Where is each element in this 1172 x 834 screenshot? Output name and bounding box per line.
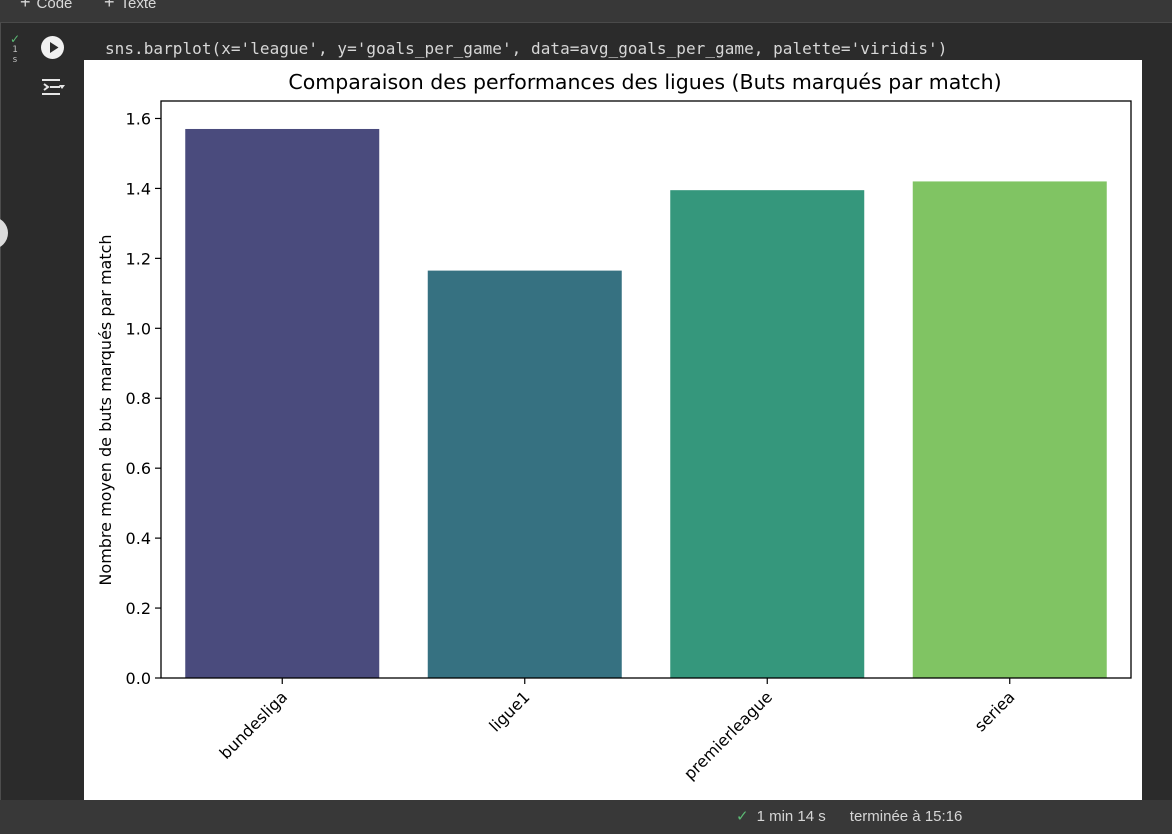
- plot-area: 0.0 0.2 0.4 0.6 0.8 1.0 1.2 1.4 1.6 bundesliga lig…: [126, 109, 1107, 784]
- bar-premierleague: [670, 190, 865, 678]
- cell-gutter: ✓ 1 s: [0, 23, 84, 800]
- execution-status: ✓ 1 s: [7, 33, 23, 65]
- notebook-toolbar: + Code + Texte: [0, 0, 1172, 23]
- y-tick-label: 1.6: [126, 109, 151, 128]
- bar-chart: Comparaison des performances des ligues …: [96, 70, 1132, 784]
- y-axis-label: Nombre moyen de buts marqués par match: [96, 234, 115, 585]
- status-bar: ✓ 1 min 14 s terminée à 15:16: [0, 800, 1172, 834]
- elapsed-time: 1 min 14 s: [756, 808, 826, 825]
- scroll-handle[interactable]: [0, 217, 8, 249]
- finished-time: terminée à 15:16: [849, 808, 963, 825]
- execution-duration: 1 s: [12, 45, 18, 65]
- chart-title: Comparaison des performances des ligues …: [288, 70, 1001, 94]
- code-editor[interactable]: sns.barplot(x='league', y='goals_per_gam…: [105, 39, 948, 58]
- y-tick-label: 0.8: [126, 389, 151, 408]
- bar-seriea: [912, 181, 1107, 678]
- x-tick-label: seriea: [971, 687, 1019, 735]
- add-code-label: Code: [36, 0, 73, 12]
- y-tick-label: 0.2: [126, 599, 151, 618]
- plot-frame: [160, 100, 1132, 679]
- add-text-label: Texte: [120, 0, 157, 12]
- y-tick-label: 0.0: [126, 669, 151, 688]
- bar-bundesliga: [185, 128, 380, 678]
- bar-ligue1: [427, 270, 622, 678]
- y-tick-label: 1.0: [126, 319, 151, 338]
- x-tick-label: premierleague: [680, 687, 776, 783]
- y-tick-label: 1.2: [126, 249, 151, 268]
- run-cell-button[interactable]: [41, 36, 64, 59]
- y-tick-label: 0.6: [126, 459, 151, 478]
- code-cell: ✓ 1 s sns.barplot(x='league', y='goals_p…: [0, 23, 1172, 800]
- check-icon: ✓: [9, 32, 21, 46]
- add-code-button[interactable]: + Code: [20, 0, 72, 13]
- plus-icon: +: [20, 0, 31, 12]
- x-tick-label: ligue1: [485, 687, 533, 735]
- output-menu-icon: [42, 79, 65, 95]
- x-tick-label: bundesliga: [216, 687, 291, 762]
- y-tick-label: 0.4: [126, 529, 151, 548]
- cell-output: Comparaison des performances des ligues …: [84, 60, 1142, 800]
- add-text-button[interactable]: + Texte: [104, 0, 156, 13]
- execution-summary: ✓ 1 min 14 s terminée à 15:16: [736, 807, 962, 825]
- check-icon: ✓: [736, 808, 749, 825]
- play-icon: [50, 42, 59, 53]
- output-menu-button[interactable]: [40, 75, 66, 99]
- y-tick-label: 1.4: [126, 179, 151, 198]
- plus-icon: +: [104, 0, 115, 12]
